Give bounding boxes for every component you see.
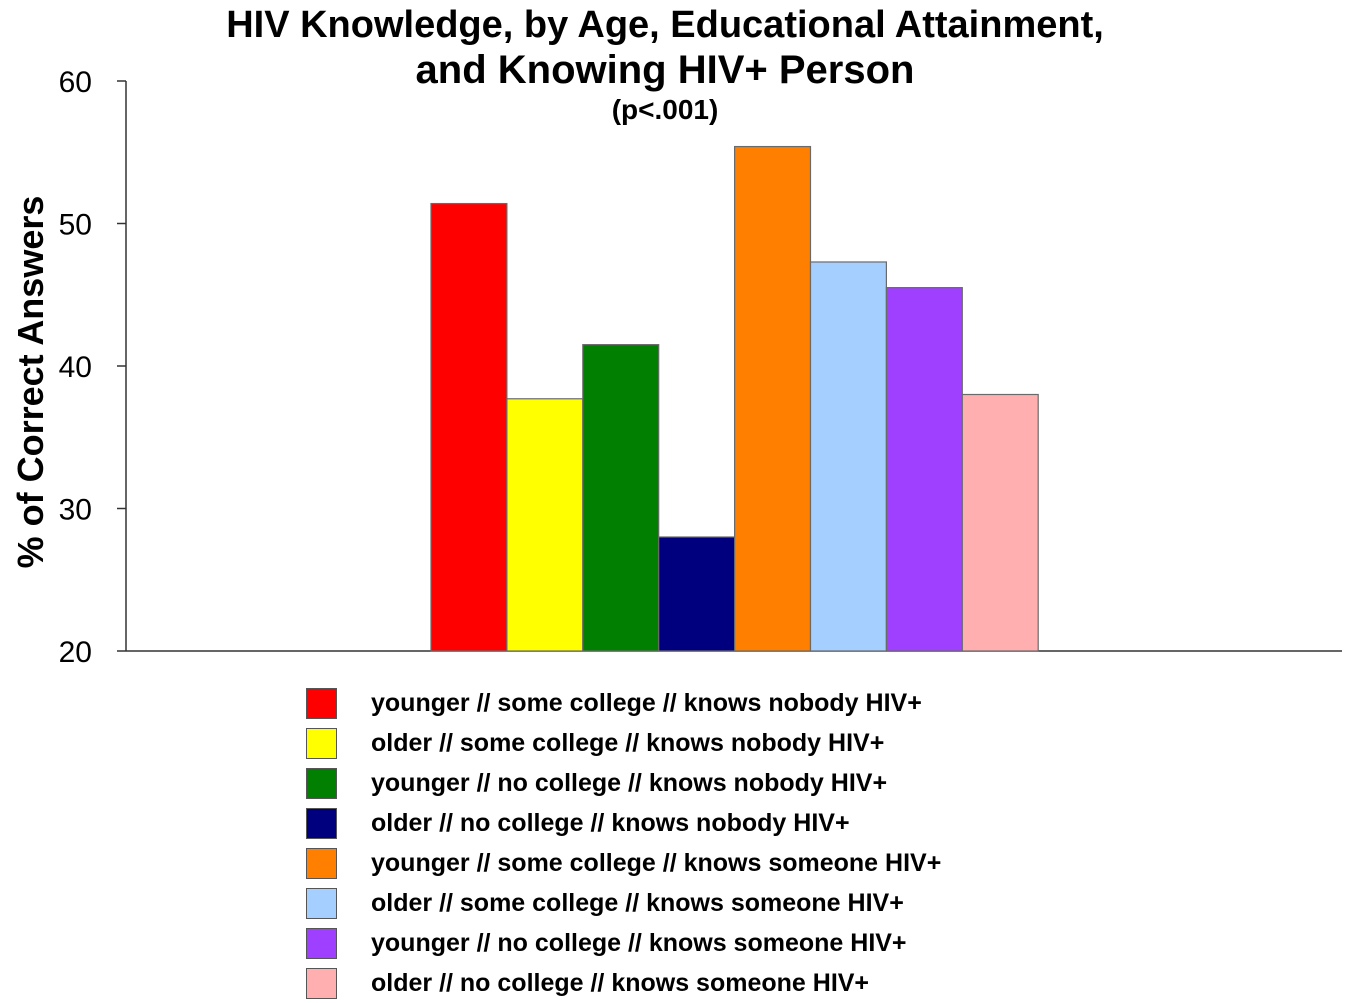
y-tick-label: 50 [59,209,92,242]
y-tick-label: 20 [59,636,92,669]
bar [506,398,584,652]
legend-swatch [306,687,337,719]
legend-item: older // no college // knows someone HIV… [306,963,941,1003]
bar [582,344,660,652]
y-tick-label: 40 [59,351,92,384]
legend-label: younger // some college // knows nobody … [371,688,922,717]
bar [430,202,508,652]
chart-title-line-1: HIV Knowledge, by Age, Educational Attai… [226,4,1104,46]
legend-item: older // some college // knows nobody HI… [306,723,941,763]
bar [961,393,1039,652]
legend-swatch [306,807,337,839]
legend-label: younger // some college // knows someone… [371,848,942,877]
legend-swatch [306,967,337,999]
bar [658,536,736,652]
chart-plot: 20 30 40 50 60 [59,66,1342,669]
legend-swatch [306,887,337,919]
legend: younger // some college // knows nobody … [306,683,941,1003]
legend-item: younger // some college // knows someone… [306,843,941,883]
legend-swatch [306,927,337,959]
chart-subtitle: (p<.001) [611,94,719,125]
legend-item: younger // no college // knows someone H… [306,923,941,963]
legend-item: younger // some college // knows nobody … [306,683,941,723]
legend-label: younger // no college // knows nobody HI… [371,768,888,797]
legend-item: older // no college // knows nobody HIV+ [306,803,941,843]
legend-swatch [306,847,337,879]
legend-swatch [306,727,337,759]
legend-label: older // some college // knows nobody HI… [371,728,885,757]
legend-label: older // no college // knows someone HIV… [371,968,870,997]
y-tick-label: 60 [59,66,92,99]
legend-swatch [306,767,337,799]
axes: 20 30 40 50 60 [59,66,1342,669]
y-tick-label: 30 [59,494,92,527]
legend-item: older // some college // knows someone H… [306,883,941,923]
legend-item: younger // no college // knows nobody HI… [306,763,941,803]
bar [733,145,812,652]
legend-label: younger // no college // knows someone H… [371,928,907,957]
bars [430,145,1039,652]
bar [885,287,963,652]
bar [809,261,888,652]
legend-label: older // some college // knows someone H… [371,888,904,917]
legend-label: older // no college // knows nobody HIV+ [371,808,850,837]
chart-title-line-2: and Knowing HIV+ Person [415,48,915,92]
